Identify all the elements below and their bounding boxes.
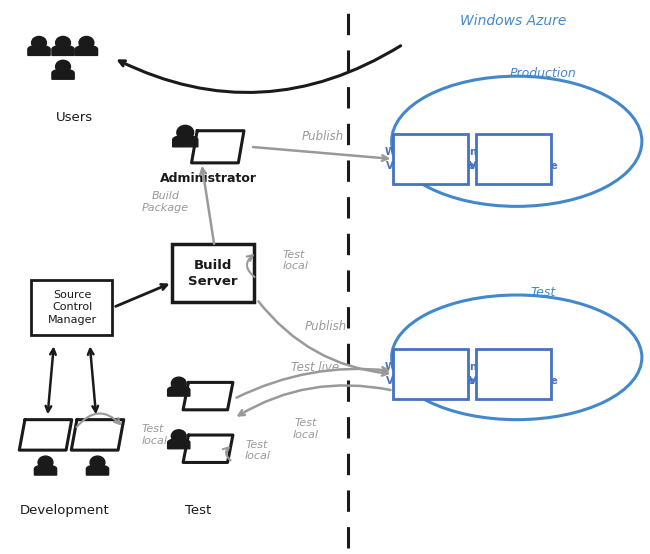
Polygon shape: [173, 135, 198, 147]
Circle shape: [79, 37, 94, 49]
Text: Publish: Publish: [304, 320, 346, 334]
FancyBboxPatch shape: [31, 280, 112, 335]
Polygon shape: [20, 420, 72, 450]
Circle shape: [32, 37, 46, 49]
Polygon shape: [52, 69, 74, 79]
Text: Production: Production: [510, 67, 576, 80]
FancyBboxPatch shape: [393, 349, 468, 399]
Polygon shape: [52, 45, 74, 55]
Circle shape: [38, 456, 53, 469]
Polygon shape: [28, 45, 50, 55]
Ellipse shape: [391, 76, 642, 206]
Ellipse shape: [391, 295, 642, 420]
Circle shape: [56, 60, 70, 73]
Circle shape: [172, 430, 186, 443]
Text: Web Application
Virtual Machine: Web Application Virtual Machine: [385, 362, 476, 386]
Text: Test
local: Test local: [245, 440, 271, 461]
Polygon shape: [183, 435, 233, 463]
Polygon shape: [192, 131, 244, 163]
Circle shape: [172, 377, 186, 390]
Text: SQL Server
Virtual Machine: SQL Server Virtual Machine: [469, 147, 558, 171]
FancyBboxPatch shape: [476, 349, 551, 399]
Polygon shape: [72, 420, 124, 450]
Text: Users: Users: [56, 111, 94, 124]
FancyBboxPatch shape: [172, 244, 254, 302]
Polygon shape: [168, 439, 190, 449]
Text: Test
local: Test local: [292, 418, 318, 440]
Text: Administrator: Administrator: [159, 172, 257, 184]
Circle shape: [90, 456, 105, 469]
Text: Publish: Publish: [301, 130, 343, 143]
Text: Build
Server: Build Server: [188, 259, 238, 288]
Text: Source
Control
Manager: Source Control Manager: [47, 290, 97, 325]
Polygon shape: [75, 45, 98, 55]
Text: Test
local: Test local: [142, 424, 168, 445]
FancyBboxPatch shape: [393, 134, 468, 184]
Text: Test: Test: [185, 504, 211, 517]
Polygon shape: [168, 386, 190, 396]
Text: Test: Test: [530, 286, 555, 299]
Text: Windows Azure: Windows Azure: [460, 14, 567, 28]
Polygon shape: [86, 465, 109, 475]
Circle shape: [177, 125, 194, 140]
Text: Build
Package: Build Package: [142, 192, 189, 213]
Text: SQL Server
Virtual Machine: SQL Server Virtual Machine: [469, 362, 558, 386]
Text: Web Application
Virtual Machine: Web Application Virtual Machine: [385, 147, 476, 171]
Text: Test
local: Test local: [283, 250, 309, 271]
Text: Development: Development: [20, 504, 110, 517]
Polygon shape: [183, 382, 233, 410]
Circle shape: [56, 37, 70, 49]
Polygon shape: [34, 465, 57, 475]
FancyBboxPatch shape: [476, 134, 551, 184]
Text: Test live: Test live: [291, 361, 339, 374]
